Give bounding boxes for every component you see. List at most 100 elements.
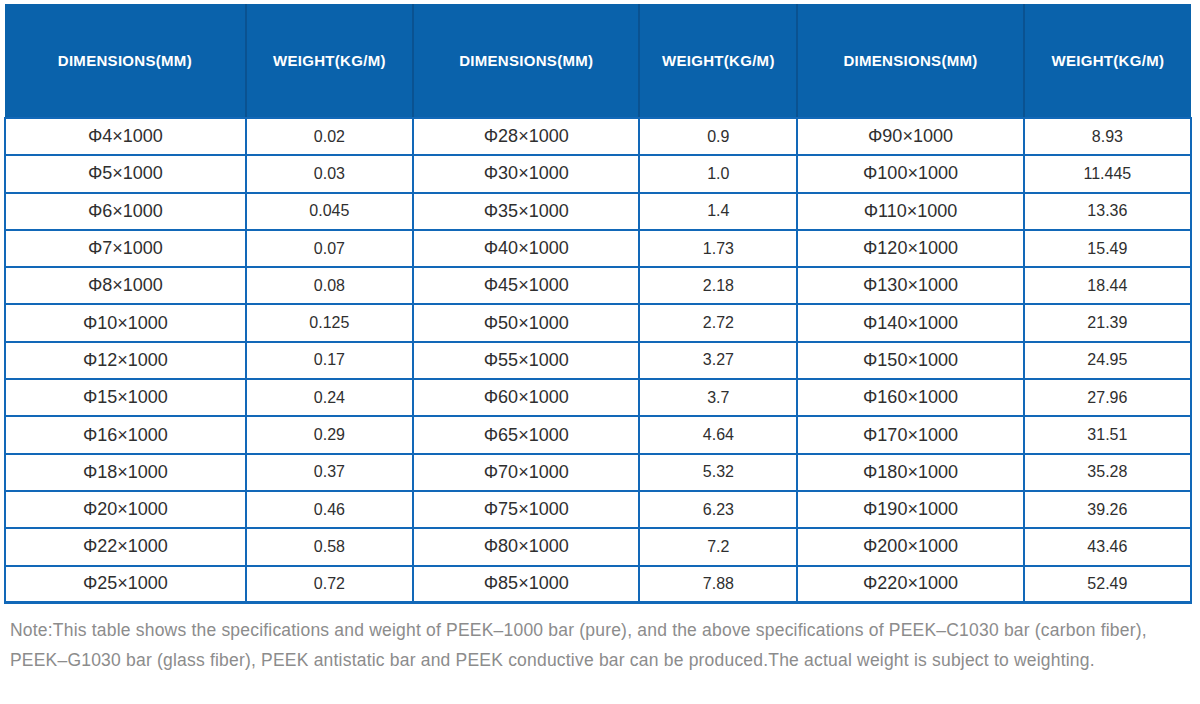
dimension-cell: Φ50×1000 <box>413 304 640 341</box>
weight-cell: 5.32 <box>639 454 797 491</box>
weight-cell: 0.29 <box>246 416 413 453</box>
dimension-cell: Φ170×1000 <box>797 416 1024 453</box>
dimension-cell: Φ180×1000 <box>797 454 1024 491</box>
table-header: DIMENSIONS(MM) WEIGHT(KG/M) DIMENSIONS(M… <box>5 4 1191 118</box>
peek-bar-spec-page: DIMENSIONS(MM) WEIGHT(KG/M) DIMENSIONS(M… <box>0 4 1200 704</box>
note-text: Note:This table shows the specifications… <box>0 604 1200 675</box>
weight-cell: 0.46 <box>246 491 413 528</box>
weight-cell: 0.9 <box>639 118 797 155</box>
table-row: Φ20×10000.46Φ75×10006.23Φ190×100039.26 <box>5 491 1191 528</box>
dimension-cell: Φ140×1000 <box>797 304 1024 341</box>
weight-cell: 1.0 <box>639 155 797 192</box>
table-row: Φ22×10000.58Φ80×10007.2Φ200×100043.46 <box>5 528 1191 565</box>
table-body: Φ4×10000.02Φ28×10000.9Φ90×10008.93Φ5×100… <box>5 118 1191 603</box>
weight-cell: 3.27 <box>639 342 797 379</box>
dimension-cell: Φ16×1000 <box>5 416 246 453</box>
weight-cell: 0.37 <box>246 454 413 491</box>
dimension-cell: Φ60×1000 <box>413 379 640 416</box>
dimension-cell: Φ65×1000 <box>413 416 640 453</box>
dimension-cell: Φ15×1000 <box>5 379 246 416</box>
dimension-cell: Φ7×1000 <box>5 230 246 267</box>
dimension-cell: Φ150×1000 <box>797 342 1024 379</box>
weight-cell: 8.93 <box>1024 118 1191 155</box>
header-dimensions-3: DIMENSIONS(MM) <box>797 4 1024 118</box>
dimension-cell: Φ130×1000 <box>797 267 1024 304</box>
dimension-cell: Φ85×1000 <box>413 566 640 603</box>
dimension-cell: Φ160×1000 <box>797 379 1024 416</box>
weight-cell: 31.51 <box>1024 416 1191 453</box>
dimension-cell: Φ75×1000 <box>413 491 640 528</box>
weight-cell: 11.445 <box>1024 155 1191 192</box>
dimension-cell: Φ25×1000 <box>5 566 246 603</box>
dimension-cell: Φ70×1000 <box>413 454 640 491</box>
header-weight-3: WEIGHT(KG/M) <box>1024 4 1191 118</box>
weight-cell: 2.72 <box>639 304 797 341</box>
dimension-cell: Φ20×1000 <box>5 491 246 528</box>
weight-cell: 2.18 <box>639 267 797 304</box>
header-dimensions-1: DIMENSIONS(MM) <box>5 4 246 118</box>
weight-cell: 0.72 <box>246 566 413 603</box>
table-row: Φ12×10000.17Φ55×10003.27Φ150×100024.95 <box>5 342 1191 379</box>
table-header-row: DIMENSIONS(MM) WEIGHT(KG/M) DIMENSIONS(M… <box>5 4 1191 118</box>
weight-cell: 0.17 <box>246 342 413 379</box>
dimension-cell: Φ100×1000 <box>797 155 1024 192</box>
dimension-cell: Φ22×1000 <box>5 528 246 565</box>
weight-cell: 35.28 <box>1024 454 1191 491</box>
weight-cell: 7.88 <box>639 566 797 603</box>
table-row: Φ5×10000.03Φ30×10001.0Φ100×100011.445 <box>5 155 1191 192</box>
weight-cell: 39.26 <box>1024 491 1191 528</box>
table-row: Φ6×10000.045Φ35×10001.4Φ110×100013.36 <box>5 193 1191 230</box>
weight-cell: 7.2 <box>639 528 797 565</box>
dimension-cell: Φ80×1000 <box>413 528 640 565</box>
header-dimensions-2: DIMENSIONS(MM) <box>413 4 640 118</box>
weight-cell: 43.46 <box>1024 528 1191 565</box>
table-row: Φ18×10000.37Φ70×10005.32Φ180×100035.28 <box>5 454 1191 491</box>
dimension-cell: Φ4×1000 <box>5 118 246 155</box>
weight-cell: 0.24 <box>246 379 413 416</box>
dimension-cell: Φ190×1000 <box>797 491 1024 528</box>
weight-cell: 0.02 <box>246 118 413 155</box>
table-row: Φ7×10000.07Φ40×10001.73Φ120×100015.49 <box>5 230 1191 267</box>
dimension-cell: Φ110×1000 <box>797 193 1024 230</box>
weight-cell: 0.07 <box>246 230 413 267</box>
table-row: Φ16×10000.29Φ65×10004.64Φ170×100031.51 <box>5 416 1191 453</box>
dimension-cell: Φ35×1000 <box>413 193 640 230</box>
header-weight-1: WEIGHT(KG/M) <box>246 4 413 118</box>
weight-cell: 6.23 <box>639 491 797 528</box>
weight-cell: 21.39 <box>1024 304 1191 341</box>
dimension-cell: Φ5×1000 <box>5 155 246 192</box>
header-weight-2: WEIGHT(KG/M) <box>639 4 797 118</box>
weight-cell: 1.73 <box>639 230 797 267</box>
dimension-cell: Φ28×1000 <box>413 118 640 155</box>
weight-cell: 0.58 <box>246 528 413 565</box>
dimension-cell: Φ18×1000 <box>5 454 246 491</box>
dimension-cell: Φ30×1000 <box>413 155 640 192</box>
weight-cell: 0.03 <box>246 155 413 192</box>
table-row: Φ10×10000.125Φ50×10002.72Φ140×100021.39 <box>5 304 1191 341</box>
dimension-cell: Φ90×1000 <box>797 118 1024 155</box>
weight-cell: 3.7 <box>639 379 797 416</box>
weight-cell: 13.36 <box>1024 193 1191 230</box>
weight-cell: 1.4 <box>639 193 797 230</box>
dimension-cell: Φ12×1000 <box>5 342 246 379</box>
weight-cell: 27.96 <box>1024 379 1191 416</box>
weight-cell: 52.49 <box>1024 566 1191 603</box>
weight-cell: 0.045 <box>246 193 413 230</box>
dimension-cell: Φ8×1000 <box>5 267 246 304</box>
weight-cell: 0.08 <box>246 267 413 304</box>
dimension-cell: Φ40×1000 <box>413 230 640 267</box>
weight-cell: 15.49 <box>1024 230 1191 267</box>
peek-bar-spec-table: DIMENSIONS(MM) WEIGHT(KG/M) DIMENSIONS(M… <box>4 4 1192 604</box>
dimension-cell: Φ10×1000 <box>5 304 246 341</box>
weight-cell: 24.95 <box>1024 342 1191 379</box>
weight-cell: 0.125 <box>246 304 413 341</box>
weight-cell: 18.44 <box>1024 267 1191 304</box>
dimension-cell: Φ55×1000 <box>413 342 640 379</box>
dimension-cell: Φ220×1000 <box>797 566 1024 603</box>
dimension-cell: Φ200×1000 <box>797 528 1024 565</box>
dimension-cell: Φ120×1000 <box>797 230 1024 267</box>
dimension-cell: Φ45×1000 <box>413 267 640 304</box>
table-row: Φ15×10000.24Φ60×10003.7Φ160×100027.96 <box>5 379 1191 416</box>
table-row: Φ25×10000.72Φ85×10007.88Φ220×100052.49 <box>5 566 1191 603</box>
table-row: Φ4×10000.02Φ28×10000.9Φ90×10008.93 <box>5 118 1191 155</box>
